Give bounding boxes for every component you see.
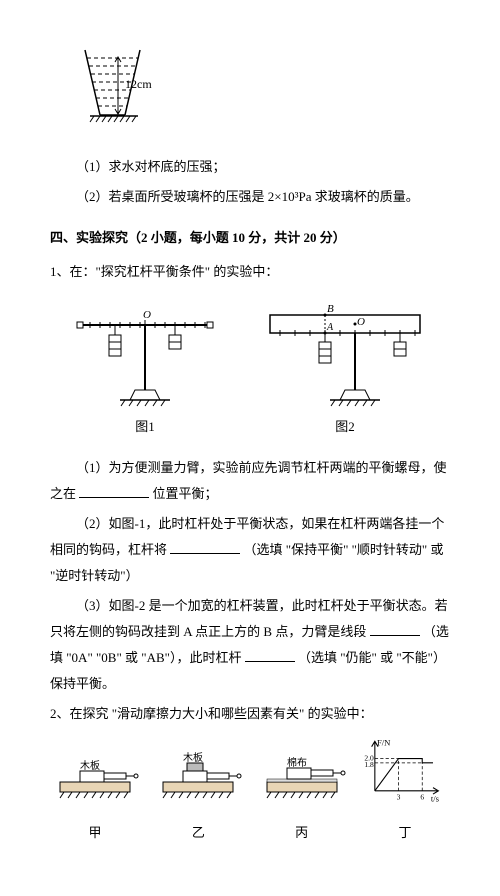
svg-text:6: 6 [420,792,424,801]
lever-fig2: O B A 图2 [255,300,435,440]
xlabel: t/s [431,794,440,804]
p1-3: （3）如图-2 是一个加宽的杠杆装置，此时杠杆处于平衡状态。若只将左侧的钩码改挂… [50,593,450,697]
label-wood-a: 木板 [80,759,100,772]
cap-c: 丙 [257,820,347,846]
blank-4 [245,648,295,662]
label-wood-b: 木板 [183,751,203,764]
label-A: A [326,322,334,333]
cap-d: 丁 [360,820,450,846]
p1-1: （1）为方便测量力臂，实验前应先调节杠杆两端的平衡螺母，使之在 位置平衡； [50,455,450,507]
svg-text:1.8: 1.8 [364,760,374,769]
p1-2: （2）如图-1，此时杠杆处于平衡状态，如果在杠杆两端各挂一个相同的钩码，杠杆将 … [50,511,450,589]
lever-figures: O 图1 [50,300,450,440]
blank-2 [170,540,240,554]
fig1-caption: 图1 [65,414,225,440]
cap-a: 甲 [50,820,140,846]
cup-label: 12cm [125,77,152,91]
friction-c: 棉布 丙 [257,747,347,846]
svg-text:3: 3 [397,792,401,801]
friction-a: 木板 甲 [50,747,140,846]
blank-3 [370,622,420,636]
q1-1: （1）求水对杯底的压强； [50,154,450,180]
cap-b: 乙 [153,820,243,846]
friction-graph: F/N t/s 2.0 1.8 3 6 丁 [360,737,450,846]
fig2-caption: 图2 [255,414,435,440]
lever-fig1: O 图1 [65,300,225,440]
section4-title: 四、实验探究（2 小题，每小题 10 分，共计 20 分） [50,225,450,251]
ylabel: F/N [377,738,391,748]
figure-cup: 12cm [70,40,450,139]
friction-figures: 木板 甲 木板 [50,737,450,846]
p1-1b: 位置平衡； [153,486,218,501]
label-O2: O [357,316,365,328]
p1-intro: 1、在："探究杠杆平衡条件" 的实验中： [50,259,450,285]
cup-svg: 12cm [70,40,180,130]
friction-b: 木板 乙 [153,747,243,846]
label-O1: O [143,309,151,321]
p2-intro: 2、在探究 "滑动摩擦力大小和哪些因素有关" 的实验中： [50,701,450,727]
q1-2: （2）若桌面所受玻璃杯的压强是 2×10³Pa 求玻璃杯的质量。 [50,184,450,210]
label-B: B [327,303,334,315]
label-cotton-c: 棉布 [287,756,307,769]
blank-1 [79,484,149,498]
